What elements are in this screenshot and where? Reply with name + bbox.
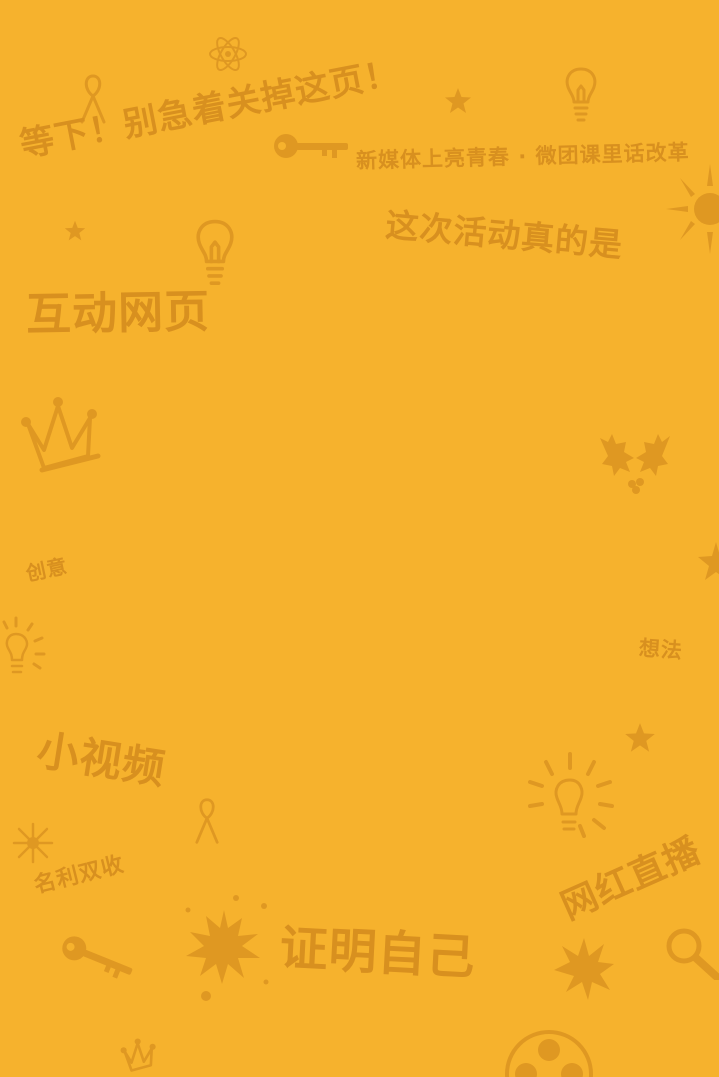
key-icon [58,936,138,982]
star-icon [444,87,472,115]
lightbulb-icon [192,218,238,288]
star-icon [64,220,86,242]
ribbon-icon [76,72,110,126]
ink-splat-icon [180,892,272,1004]
star-icon [696,542,719,582]
interactive-page: 互动网页 [25,284,211,341]
crown-icon [18,394,104,476]
this-event-is: 这次活动真的是 [384,205,625,265]
magnifier-icon [664,926,719,980]
burst-icon [554,938,614,1000]
lightbulb-icon [0,614,50,680]
ribbon-icon [190,796,224,846]
crown-icon [120,1038,158,1074]
atom-icon [208,34,248,74]
star-icon [624,722,656,754]
short-video-label: 小视频 [33,725,169,794]
lightbulb-icon [528,752,614,840]
lightbulb-icon [562,66,600,124]
prove-yourself-label: 证明自己 [278,920,477,987]
ideas-label: 想法 [638,636,684,664]
creativity-label: 创意 [23,553,70,586]
holly-icon [596,432,674,494]
film-reel-icon [504,1028,594,1077]
campaign-title: 新媒体上亮青春 · 微团课里话改革 [355,140,690,173]
fireworks-icon [12,822,54,864]
key-icon [272,130,352,164]
sun-icon [666,164,719,254]
